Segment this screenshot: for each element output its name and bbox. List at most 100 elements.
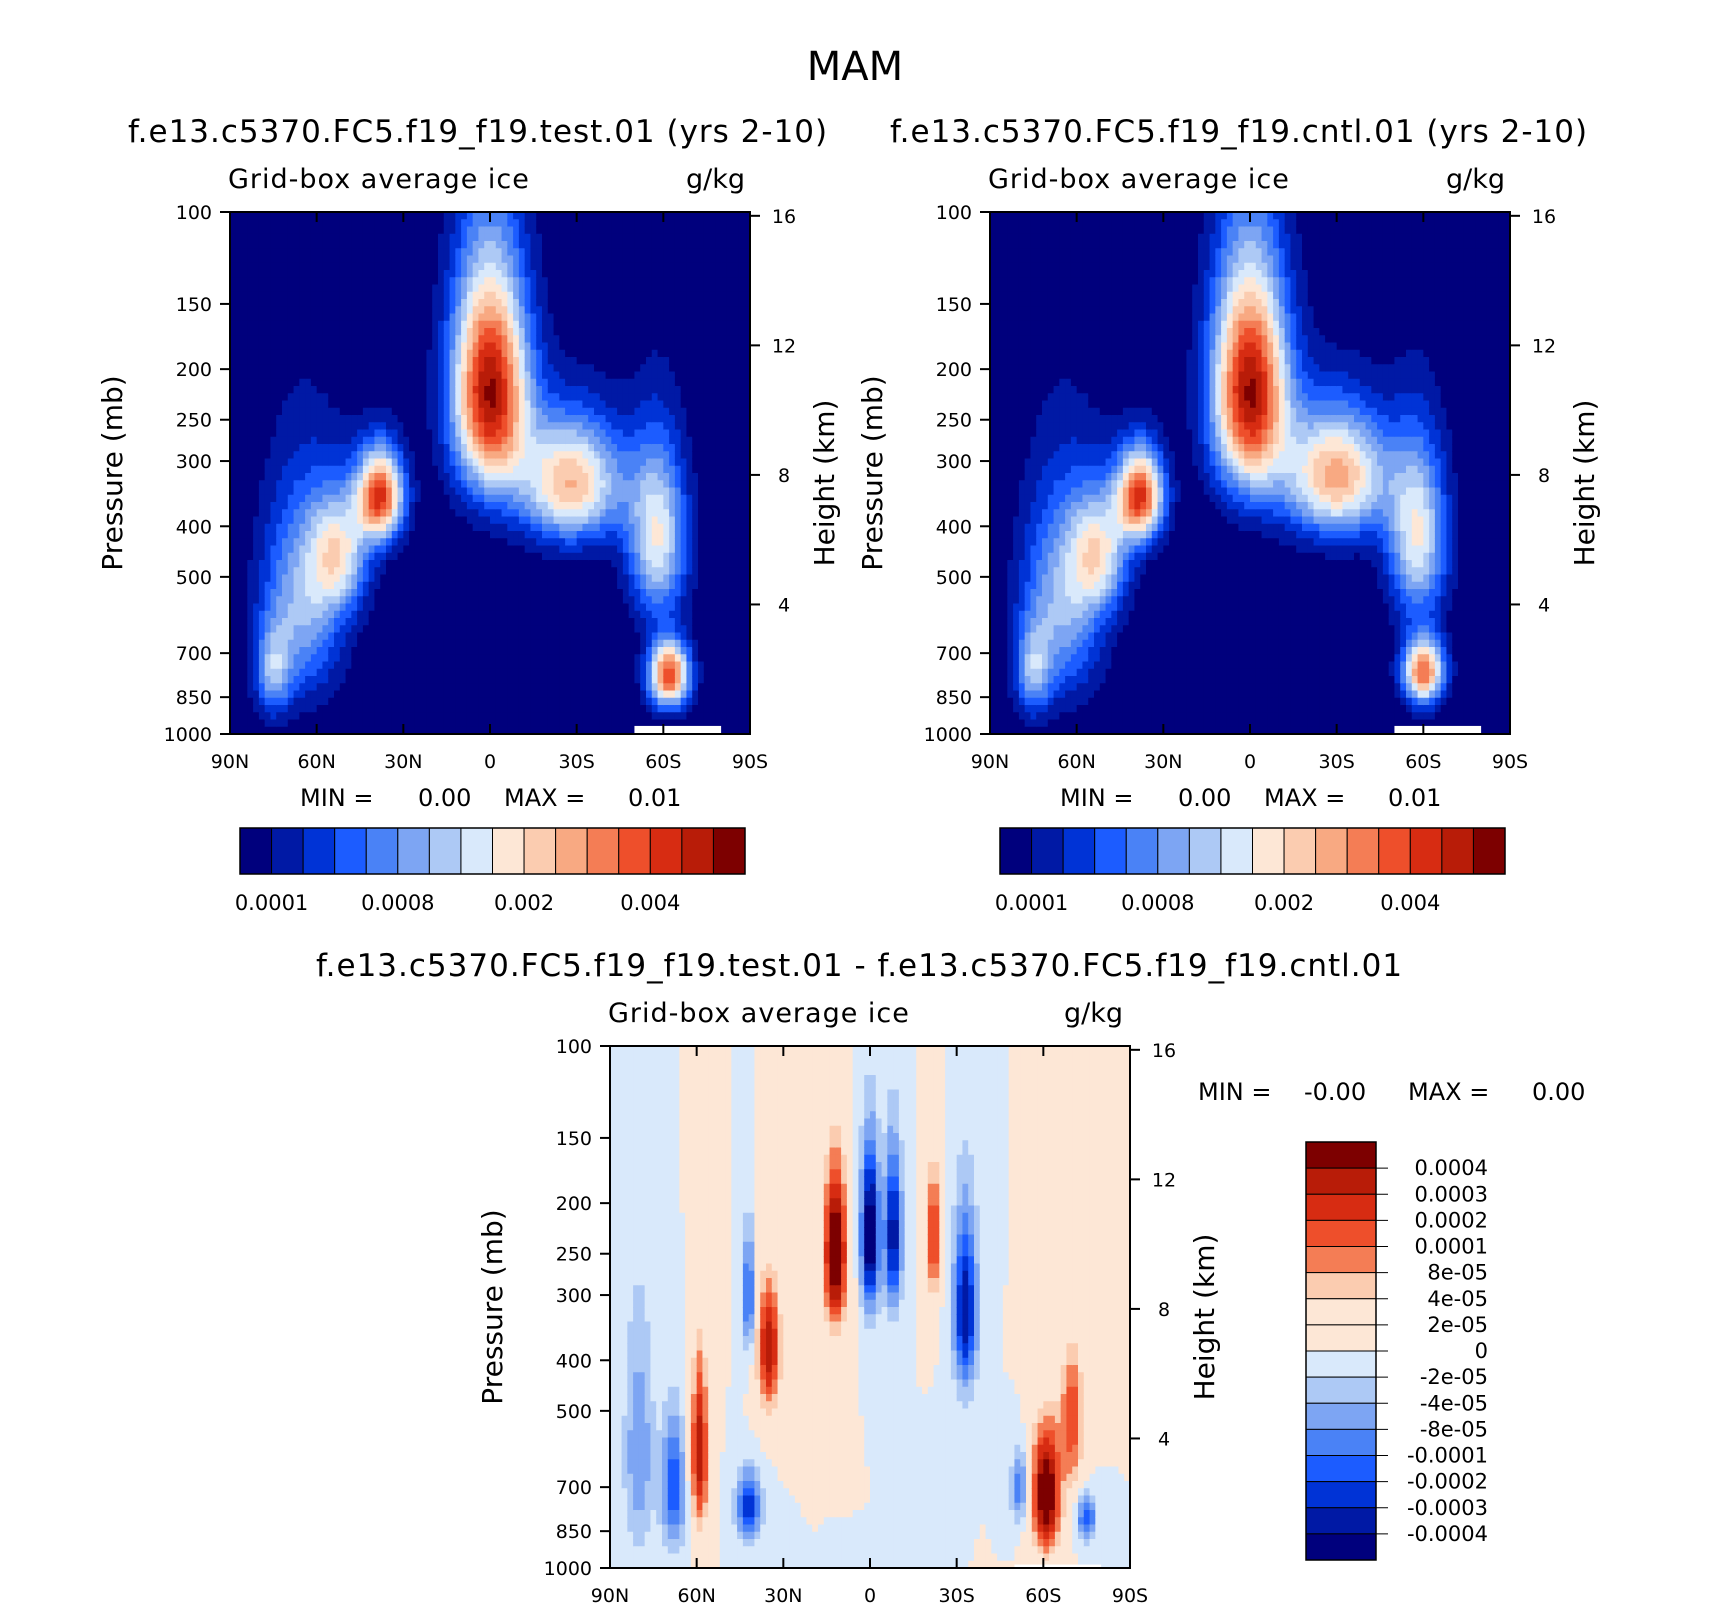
field-cell — [397, 465, 404, 474]
field-cell — [432, 451, 439, 460]
field-cell — [432, 248, 439, 257]
field-cell — [351, 255, 358, 264]
field-cell — [594, 219, 601, 228]
field-cell — [235, 364, 243, 373]
field-cell — [241, 712, 248, 721]
field-cell — [380, 668, 387, 677]
field-cell — [611, 531, 618, 539]
field-cell — [403, 299, 410, 307]
field-cell — [230, 618, 237, 626]
field-cell — [247, 589, 254, 597]
field-cell — [599, 552, 607, 561]
field-cell — [605, 212, 612, 220]
field-cell — [518, 487, 526, 496]
field-cell — [253, 313, 260, 322]
field-cell — [357, 248, 364, 257]
field-cell — [547, 255, 555, 264]
field-cell — [357, 647, 364, 655]
field-cell — [495, 436, 503, 445]
field-cell — [553, 494, 560, 503]
field-cell — [472, 248, 480, 257]
field-cell — [310, 255, 318, 264]
field-cell — [386, 320, 393, 329]
field-cell — [628, 255, 636, 264]
field-cell — [420, 531, 428, 539]
field-cell — [235, 509, 243, 518]
field-cell — [420, 726, 428, 735]
field-cell — [507, 574, 514, 583]
field-cell — [258, 284, 266, 293]
field-cell — [322, 436, 329, 445]
field-cell — [420, 574, 428, 583]
field-cell — [403, 270, 410, 278]
panel-2-min-label: MIN = — [1060, 784, 1134, 812]
field-cell — [247, 386, 254, 394]
field-cell — [605, 357, 612, 365]
field-cell — [235, 219, 243, 228]
field-cell — [258, 545, 266, 554]
field-cell — [339, 668, 347, 677]
field-cell — [345, 683, 352, 692]
field-cell — [247, 625, 254, 634]
field-cell — [484, 386, 491, 394]
field-cell — [605, 676, 612, 684]
field-cell — [518, 523, 526, 532]
field-cell — [478, 589, 485, 597]
field-cell — [449, 661, 456, 670]
field-cell — [386, 625, 393, 634]
field-cell — [530, 567, 537, 576]
field-cell — [253, 342, 260, 351]
field-cell — [472, 494, 480, 503]
field-cell — [582, 386, 589, 394]
field-cell — [316, 320, 324, 329]
field-cell — [247, 509, 254, 518]
field-cell — [536, 690, 543, 699]
field-cell — [351, 277, 358, 286]
field-cell — [490, 523, 497, 532]
field-cell — [443, 262, 451, 271]
field-cell — [420, 299, 428, 307]
field-cell — [420, 313, 428, 322]
field-cell — [426, 560, 433, 568]
field-cell — [380, 349, 387, 358]
field-cell — [443, 473, 451, 481]
field-cell — [414, 668, 422, 677]
field-cell — [258, 262, 266, 271]
field-cell — [316, 313, 324, 322]
field-cell — [282, 661, 289, 670]
field-cell — [576, 502, 584, 510]
field-cell — [518, 661, 526, 670]
field-cell — [530, 654, 537, 663]
field-cell — [322, 378, 329, 387]
field-cell — [230, 552, 237, 561]
field-cell — [536, 429, 543, 438]
field-cell — [513, 516, 520, 525]
field-cell — [518, 262, 526, 271]
field-cell — [599, 284, 607, 293]
field-cell — [328, 226, 335, 235]
field-cell — [449, 523, 456, 532]
field-cell — [611, 647, 618, 655]
field-cell — [357, 690, 364, 699]
field-cell — [409, 212, 416, 220]
field-cell — [264, 661, 272, 670]
field-cell — [599, 306, 607, 315]
field-cell — [542, 502, 549, 510]
field-cell — [276, 299, 283, 307]
field-cell — [547, 233, 555, 242]
field-cell — [547, 487, 555, 496]
field-cell — [484, 473, 491, 481]
field-cell — [472, 299, 480, 307]
field-cell — [466, 654, 474, 663]
field-cell — [368, 212, 376, 220]
field-cell — [276, 596, 283, 605]
field-cell — [357, 523, 364, 532]
field-cell — [247, 226, 254, 235]
field-cell — [530, 516, 537, 525]
field-cell — [351, 219, 358, 228]
field-cell — [588, 516, 595, 525]
field-cell — [305, 328, 312, 336]
field-cell — [472, 647, 480, 655]
field-cell — [420, 683, 428, 692]
field-cell — [536, 226, 543, 235]
